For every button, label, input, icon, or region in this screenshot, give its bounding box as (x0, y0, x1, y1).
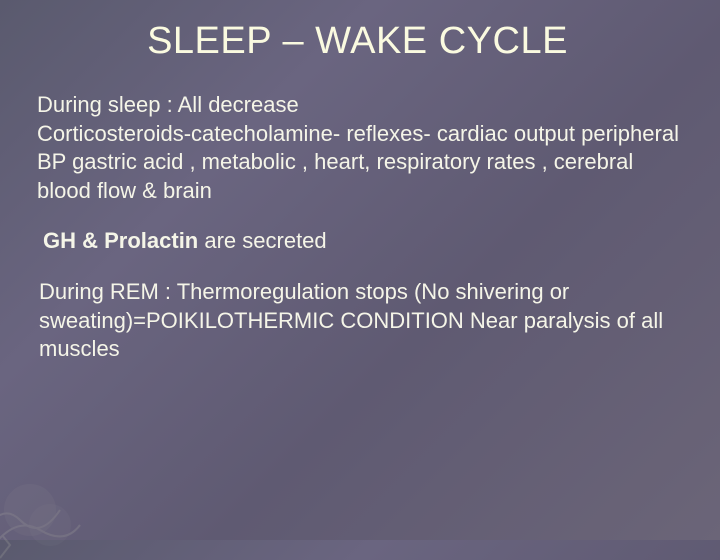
para2-rest: are secreted (198, 228, 326, 253)
para1-line2: Corticosteroids-catecholamine- reflexes-… (37, 121, 679, 203)
slide-title: SLEEP – WAKE CYCLE (35, 20, 680, 63)
paragraph-rem: During REM : Thermoregulation stops (No … (39, 278, 680, 364)
paragraph-secretion: GH & Prolactin are secreted (43, 227, 680, 256)
slide-container: SLEEP – WAKE CYCLE During sleep : All de… (0, 0, 720, 540)
para1-line1: During sleep : All decrease (37, 92, 299, 117)
paragraph-sleep-decrease: During sleep : All decrease Corticostero… (37, 91, 680, 205)
para2-bold: GH & Prolactin (43, 228, 198, 253)
